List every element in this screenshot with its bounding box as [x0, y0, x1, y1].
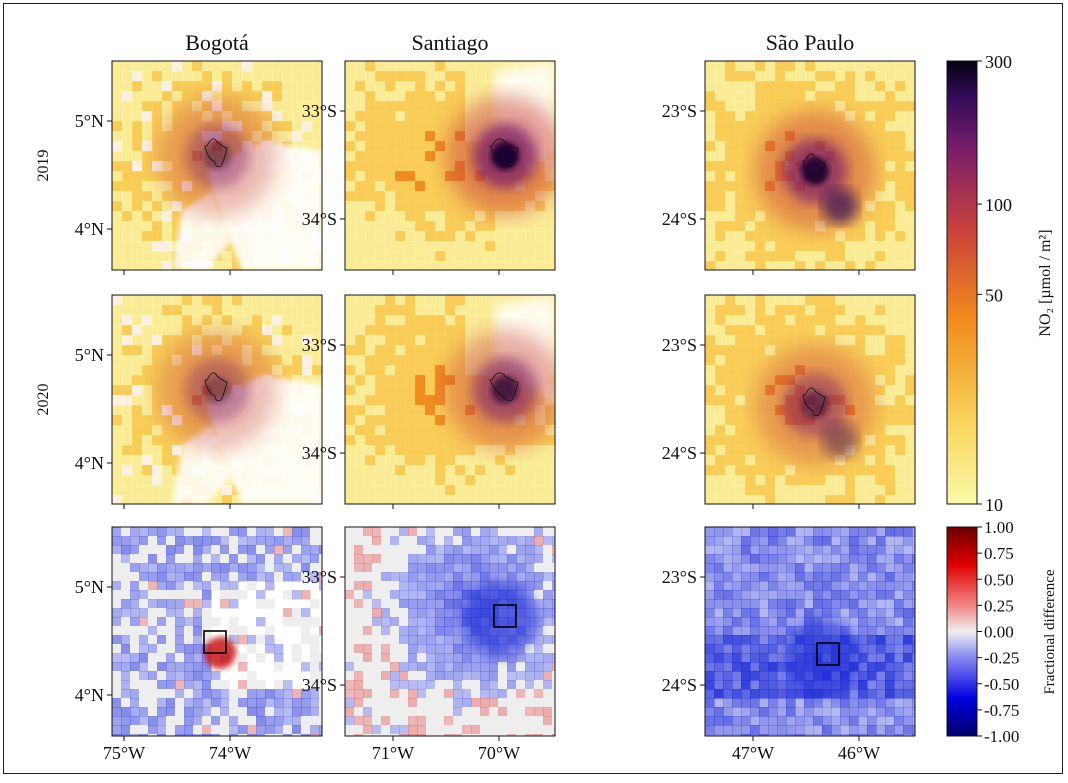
- column-title: Bogotá: [185, 30, 249, 55]
- lat-tick-label: 24°S: [662, 675, 697, 695]
- row-label: 2020: [35, 384, 52, 416]
- map-panel: [111, 526, 323, 737]
- no2-colorbar-tick-label: 50: [985, 285, 1003, 305]
- panel-frame: [704, 60, 916, 271]
- lat-tick-label: 24°S: [662, 443, 697, 463]
- map-panel: [704, 526, 916, 737]
- labels-layer: Bogotá Santiago São Paulo 2019 2020 5°N 4°N 5°N…: [35, 30, 1058, 763]
- lon-tick-label: 75°W: [103, 743, 145, 763]
- subregion-box: [816, 642, 840, 666]
- map-panel: [344, 526, 556, 737]
- lon-tick-label: 46°W: [838, 743, 880, 763]
- panel-frame: [344, 294, 556, 505]
- lat-tick-label: 4°N: [75, 685, 104, 705]
- diff-colorbar: [946, 526, 978, 737]
- map-panel: [344, 294, 556, 505]
- diff-colorbar-label: Fractional difference: [1042, 569, 1058, 694]
- lon-tick-label: 47°W: [732, 743, 774, 763]
- panel-frame: [111, 294, 323, 505]
- map-panel: [111, 60, 323, 271]
- panels-layer: [111, 60, 916, 737]
- lat-tick-label: 4°N: [75, 453, 104, 473]
- lat-tick-label: 24°S: [662, 209, 697, 229]
- city-outline: [204, 138, 228, 167]
- panel-frame: [704, 294, 916, 505]
- lat-tick-label: 5°N: [75, 111, 104, 131]
- city-outline: [204, 372, 228, 401]
- city-outline: [489, 138, 519, 167]
- panel-frame: [344, 526, 556, 737]
- diff-colorbar-tick-label: -0.25: [984, 649, 1019, 668]
- city-outline: [489, 372, 519, 401]
- lat-tick-label: 5°N: [75, 577, 104, 597]
- diff-colorbar-tick-label: -0.75: [984, 701, 1019, 720]
- diff-colorbar-tick-label: 0.75: [984, 544, 1014, 563]
- diff-colorbar-tick-label: 0.25: [984, 596, 1014, 615]
- no2-colorbar: [946, 60, 978, 505]
- lon-tick-label: 70°W: [478, 743, 520, 763]
- lat-tick-label: 5°N: [75, 345, 104, 365]
- lat-tick-label: 34°S: [302, 675, 337, 695]
- subregion-box: [203, 630, 227, 654]
- lat-tick-label: 23°S: [662, 567, 697, 587]
- diff-colorbar-tick-label: 0.00: [984, 623, 1014, 642]
- lat-tick-label: 23°S: [662, 101, 697, 121]
- map-panel: [704, 294, 916, 505]
- lat-tick-label: 33°S: [302, 101, 337, 121]
- map-panel: [344, 60, 556, 271]
- no2-colorbar-tick-label: 10: [985, 495, 1003, 515]
- column-title: Santiago: [412, 30, 489, 55]
- panel-frame: [111, 60, 323, 271]
- city-outline: [802, 153, 826, 182]
- no2-colorbar-tick-label: 100: [985, 195, 1012, 215]
- row-label: 2019: [35, 150, 52, 182]
- lat-tick-label: 23°S: [662, 335, 697, 355]
- lon-tick-label: 71°W: [372, 743, 414, 763]
- lat-tick-label: 34°S: [302, 209, 337, 229]
- no2-colorbar-label: NO₂ [µmol / m²]: [1037, 229, 1054, 336]
- diff-colorbar-tick-label: -0.50: [984, 675, 1019, 694]
- panel-frame: [344, 60, 556, 271]
- no2-colorbar-tick-label: 300: [985, 52, 1012, 72]
- lat-tick-label: 4°N: [75, 219, 104, 239]
- lat-tick-label: 33°S: [302, 335, 337, 355]
- map-panel: [111, 294, 323, 505]
- lon-tick-label: 74°W: [209, 743, 251, 763]
- panel-frame: [704, 526, 916, 737]
- map-panel: [704, 60, 916, 271]
- diff-colorbar-tick-label: -1.00: [984, 727, 1019, 746]
- panel-frame: [111, 526, 323, 737]
- diff-colorbar-tick-label: 0.50: [984, 570, 1014, 589]
- column-title: São Paulo: [766, 30, 855, 55]
- colorbars-layer: [946, 60, 982, 737]
- lat-tick-label: 33°S: [302, 567, 337, 587]
- subregion-box: [493, 604, 517, 628]
- diff-colorbar-tick-label: 1.00: [984, 518, 1014, 537]
- lat-tick-label: 34°S: [302, 443, 337, 463]
- city-outline: [802, 387, 826, 416]
